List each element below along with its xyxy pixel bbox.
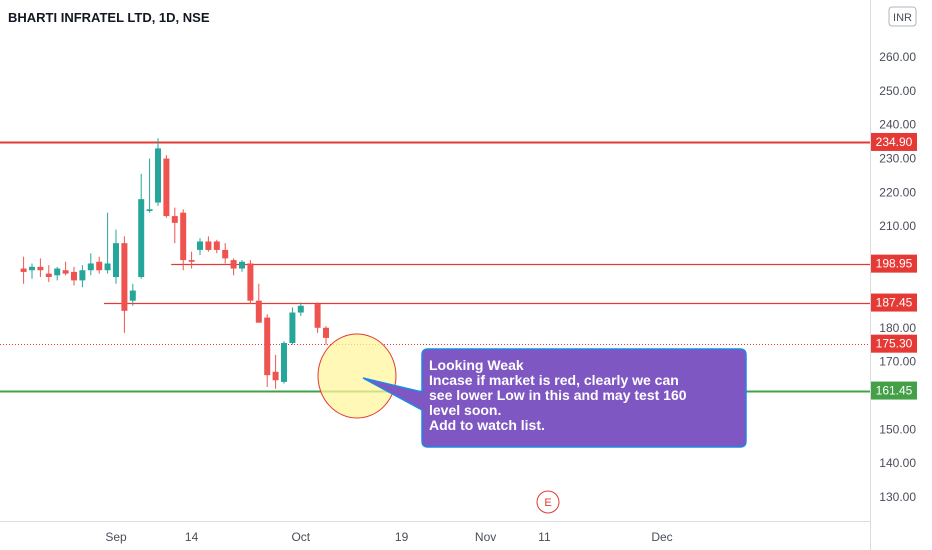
price-tag-label: 175.30 xyxy=(876,337,913,351)
candlestick-series xyxy=(20,138,329,389)
candle xyxy=(121,236,128,333)
highlight-circle[interactable] xyxy=(317,333,397,419)
candle xyxy=(197,238,203,255)
price-tag: 198.95 xyxy=(871,254,917,273)
candle xyxy=(205,236,212,252)
candle xyxy=(188,251,195,269)
candle xyxy=(222,243,229,264)
annotation-line: level soon. xyxy=(429,402,501,418)
candle xyxy=(113,229,119,284)
candle xyxy=(272,354,279,389)
price-tick-label: 170.00 xyxy=(879,355,916,369)
price-tag-label: 198.95 xyxy=(876,257,913,271)
candle xyxy=(87,253,94,276)
price-tick-label: 230.00 xyxy=(879,152,916,166)
candle xyxy=(129,283,136,306)
price-tag: 187.45 xyxy=(871,293,917,312)
price-tick-label: 220.00 xyxy=(879,185,916,199)
earnings-event-marker[interactable]: E xyxy=(536,490,560,514)
event-marker-label: E xyxy=(544,497,551,509)
price-tick-label: 130.00 xyxy=(879,490,916,504)
candle xyxy=(239,260,245,272)
candle xyxy=(104,212,111,274)
candle xyxy=(255,283,262,323)
price-axis[interactable]: 130.00 140.00 150.00 170.00 180.00 210.00 220.… xyxy=(879,50,916,504)
candle xyxy=(155,138,161,206)
candle xyxy=(20,256,27,284)
candle xyxy=(247,260,254,305)
time-tick-label: Dec xyxy=(651,530,672,544)
candle xyxy=(323,326,329,345)
candle xyxy=(146,158,153,213)
annotation-line: Add to watch list. xyxy=(429,417,545,433)
candle xyxy=(264,314,271,387)
candle xyxy=(54,266,61,281)
annotation-line: Incase if market is red, clearly we can xyxy=(429,372,679,388)
candle xyxy=(180,209,187,271)
time-tick-label: 11 xyxy=(538,530,551,544)
candle xyxy=(281,341,287,384)
price-tick-label: 180.00 xyxy=(879,321,916,335)
candle xyxy=(37,258,44,277)
candle xyxy=(71,266,77,286)
price-tag: 175.30 xyxy=(871,334,917,353)
time-tick-label: Nov xyxy=(475,530,496,544)
time-tick-label: Oct xyxy=(291,530,310,544)
currency-label: INR xyxy=(893,12,912,24)
candle xyxy=(45,265,52,283)
candle xyxy=(138,173,145,279)
time-tick-label: 14 xyxy=(185,530,199,544)
candle xyxy=(62,261,69,276)
price-tag: 234.90 xyxy=(871,132,917,151)
price-tick-label: 250.00 xyxy=(879,84,916,98)
candle xyxy=(297,302,304,316)
time-axis[interactable]: Sep 14 Oct 19 Nov 11 Dec xyxy=(105,530,672,544)
candle xyxy=(314,302,321,333)
annotation-line: see lower Low in this and may test 160 xyxy=(429,387,687,403)
annotation-text: Looking Weak Incase if market is red, cle… xyxy=(429,357,687,433)
candle xyxy=(213,239,220,254)
price-tag-label: 187.45 xyxy=(876,296,913,310)
time-tick-label: 19 xyxy=(395,530,409,544)
annotation-callout[interactable]: Looking Weak Incase if market is red, cle… xyxy=(362,348,747,448)
candle xyxy=(163,155,170,218)
price-tick-label: 240.00 xyxy=(879,118,916,132)
price-tick-label: 140.00 xyxy=(879,456,916,470)
candle xyxy=(289,307,296,345)
price-tick-label: 210.00 xyxy=(879,219,916,233)
annotation-line: Looking Weak xyxy=(429,357,524,373)
candle xyxy=(230,258,237,276)
time-tick-label: Sep xyxy=(105,530,127,544)
candle xyxy=(79,265,86,288)
candle xyxy=(171,207,178,244)
price-tag-label: 161.45 xyxy=(876,384,913,398)
candle xyxy=(96,256,103,274)
candle xyxy=(29,263,35,279)
chart-title: BHARTI INFRATEL LTD, 1D, NSE xyxy=(8,10,210,25)
currency-badge[interactable]: INR xyxy=(888,6,917,27)
price-tag-label: 234.90 xyxy=(876,135,913,149)
price-tick-label: 260.00 xyxy=(879,50,916,64)
price-tick-label: 150.00 xyxy=(879,422,916,436)
price-tag: 161.45 xyxy=(871,381,917,400)
price-tags: 234.90 198.95 187.45 161.45 175.30 xyxy=(871,132,917,400)
